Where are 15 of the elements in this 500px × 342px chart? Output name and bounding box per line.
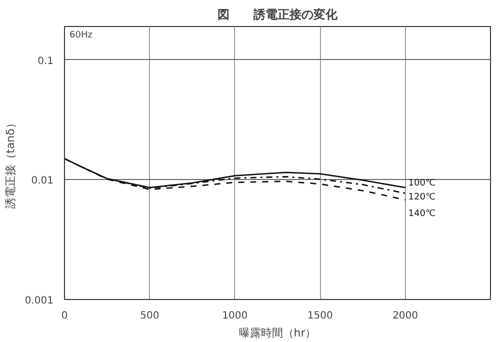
y-tick-label: 0.1 (38, 56, 54, 67)
x-tick-label: 1500 (307, 310, 333, 322)
x-tick-label: 2000 (392, 310, 418, 322)
x-tick-label: 1000 (222, 310, 248, 322)
y-tick-label: 0.01 (31, 176, 54, 187)
chart-title: 図 誘電正接の変化 (218, 8, 338, 22)
x-tick-label: 0 (61, 310, 68, 322)
x-axis-title: 曝露時間（hr） (238, 326, 316, 340)
y-axis-title: 誘電正接（tanδ） (4, 118, 17, 208)
annotation: 60Hz (70, 30, 93, 40)
series-label: 100℃ (408, 178, 436, 189)
series-label: 120℃ (408, 192, 436, 202)
series-label: 140℃ (408, 208, 436, 219)
y-tick-label: 0.001 (24, 296, 54, 306)
x-tick-label: 500 (140, 310, 160, 322)
